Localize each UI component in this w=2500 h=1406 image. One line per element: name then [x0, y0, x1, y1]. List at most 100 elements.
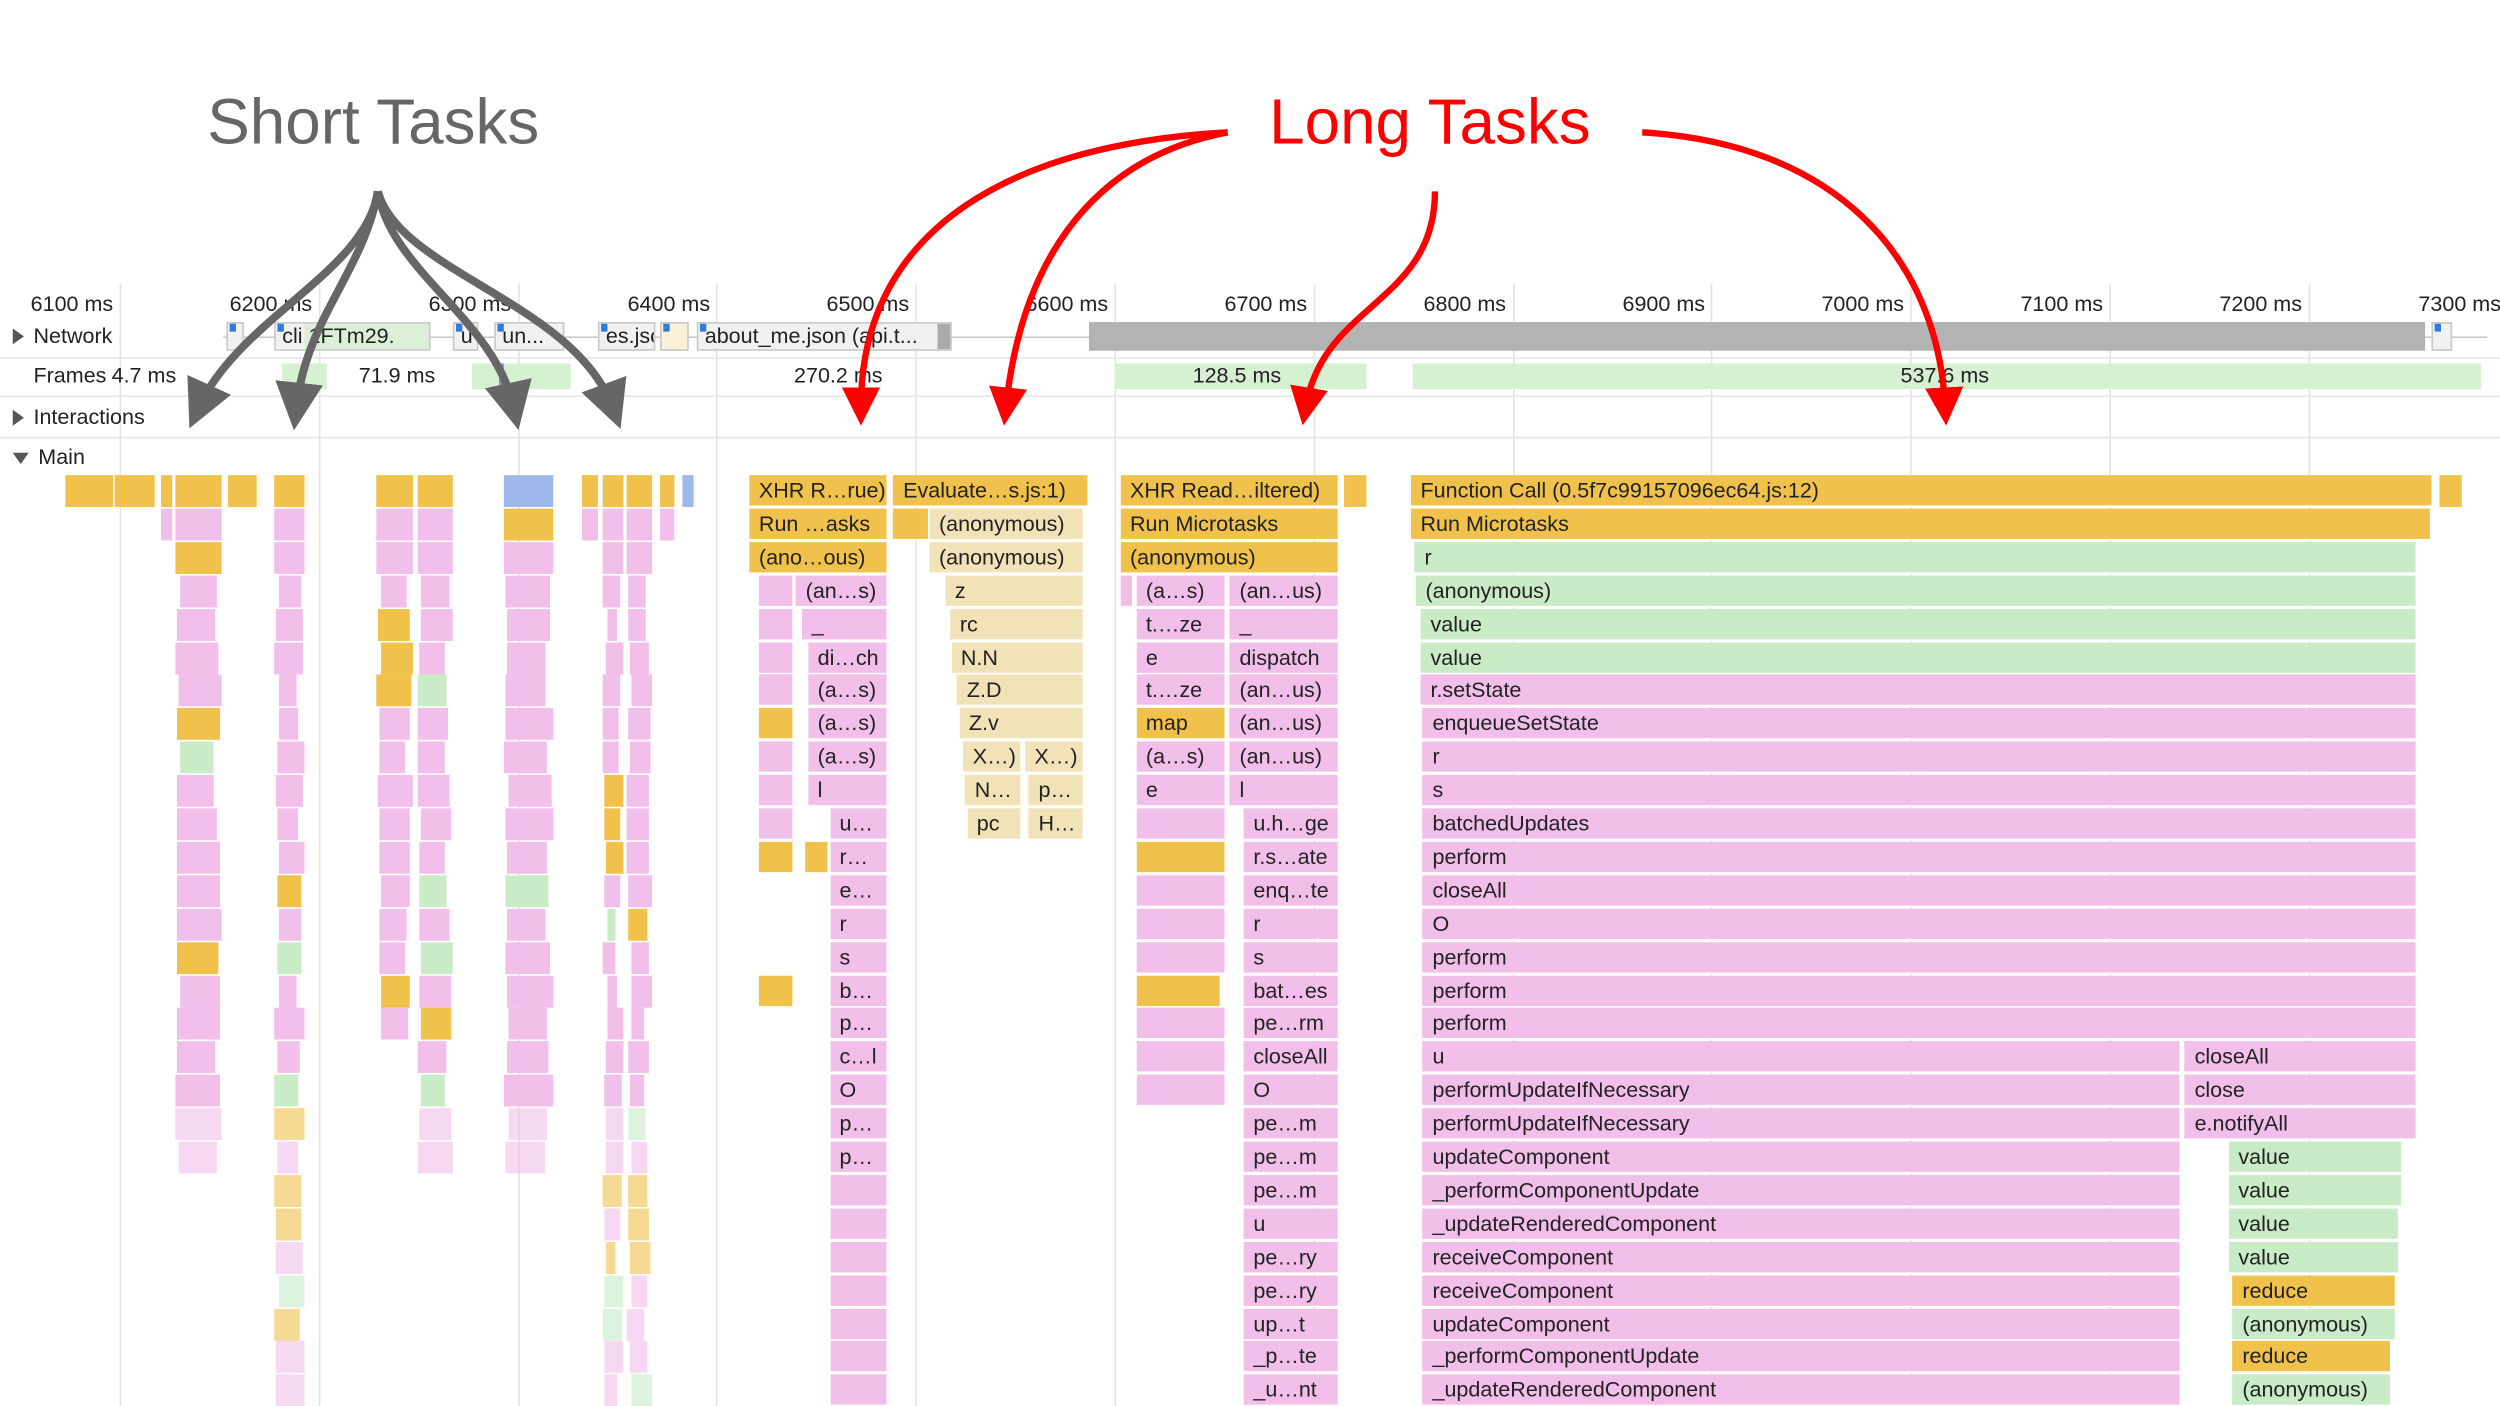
short-task-slice[interactable]: [507, 841, 549, 874]
flame-slice[interactable]: (a…s): [808, 708, 888, 741]
short-task-slice[interactable]: [176, 1041, 217, 1074]
network-request[interactable]: es.jsc: [597, 322, 656, 351]
short-task-slice[interactable]: [417, 741, 447, 774]
flame-slice[interactable]: c…l: [829, 1041, 888, 1074]
flame-slice[interactable]: N.N: [951, 641, 1085, 674]
short-task-slice[interactable]: [607, 1008, 626, 1041]
short-task-slice[interactable]: [631, 675, 654, 707]
flame-slice[interactable]: rc: [950, 608, 1085, 641]
flame-slice[interactable]: [829, 1341, 888, 1374]
flame-slice[interactable]: _p…te: [1243, 1341, 1340, 1374]
short-task-slice[interactable]: [381, 1008, 410, 1041]
flame-slice[interactable]: z: [945, 575, 1085, 607]
flame-slice[interactable]: Run …asks: [749, 508, 888, 541]
short-task-slice[interactable]: [274, 1174, 303, 1207]
flame-slice[interactable]: r: [829, 908, 888, 941]
short-task-slice[interactable]: [275, 1241, 305, 1274]
flame-slice[interactable]: r…: [829, 841, 888, 874]
flame-slice[interactable]: (a…s): [808, 675, 888, 707]
short-task-slice[interactable]: [381, 641, 415, 674]
short-task-slice[interactable]: [604, 1374, 619, 1406]
short-task-slice[interactable]: [420, 575, 452, 607]
short-task-slice[interactable]: [505, 875, 551, 907]
flame-slice[interactable]: enq…te: [1243, 875, 1340, 907]
flame-slice[interactable]: (anonymous): [929, 541, 1085, 574]
track-interactions[interactable]: Interactions: [12, 405, 145, 429]
flame-slice[interactable]: Function Call (0.5f7c99157096ec64.js:12): [1410, 475, 2434, 508]
short-task-slice[interactable]: [381, 974, 412, 1007]
flame-slice[interactable]: (an…us): [1229, 741, 1340, 774]
flame-slice[interactable]: [1136, 841, 1226, 874]
flame-slice[interactable]: u: [1243, 1208, 1340, 1241]
short-task-slice[interactable]: [376, 541, 415, 574]
short-task-slice[interactable]: [180, 575, 219, 607]
flame-slice[interactable]: _: [1229, 608, 1340, 641]
short-task-slice[interactable]: [507, 974, 555, 1007]
short-task-slice[interactable]: [417, 1041, 449, 1074]
short-task-slice[interactable]: [377, 775, 415, 807]
short-task-slice[interactable]: [419, 908, 452, 941]
short-task-slice[interactable]: [507, 1041, 551, 1074]
flame-slice[interactable]: perform: [1422, 1008, 2418, 1041]
short-task-slice[interactable]: [274, 541, 307, 574]
flame-slice[interactable]: _updateRenderedComponent: [1422, 1374, 2182, 1406]
short-task-slice[interactable]: [419, 641, 447, 674]
short-task-slice[interactable]: [628, 708, 653, 741]
flame-slice[interactable]: e.notifyAll: [2185, 1108, 2418, 1141]
flame-slice[interactable]: [1136, 1041, 1226, 1074]
flame-slice[interactable]: value: [2228, 1174, 2403, 1207]
flame-slice[interactable]: closeAll: [1243, 1041, 1340, 1074]
flame-slice[interactable]: [758, 808, 795, 841]
short-task-slice[interactable]: [275, 608, 305, 641]
short-task-slice[interactable]: [628, 575, 648, 607]
short-task-slice[interactable]: [176, 708, 222, 741]
flame-slice[interactable]: [758, 708, 795, 741]
short-task-slice[interactable]: [508, 1008, 549, 1041]
short-task-slice[interactable]: [629, 1074, 646, 1107]
collapse-triangle-icon[interactable]: [12, 452, 29, 464]
short-task-slice[interactable]: [176, 608, 217, 641]
short-task-slice[interactable]: [274, 641, 305, 674]
short-task-slice[interactable]: [581, 508, 600, 541]
flame-slice[interactable]: Run Microtasks: [1120, 508, 1340, 541]
flame-slice[interactable]: closeAll: [1422, 875, 2418, 907]
short-task-slice[interactable]: [180, 974, 222, 1007]
short-task-slice[interactable]: [602, 675, 622, 707]
short-task-slice[interactable]: [279, 575, 303, 607]
flame-slice[interactable]: Z.v: [959, 708, 1085, 741]
flame-slice[interactable]: (ano…ous): [749, 541, 888, 574]
flame-slice[interactable]: p…: [829, 1008, 888, 1041]
flame-slice[interactable]: (a…s): [1136, 741, 1226, 774]
short-task-slice[interactable]: [626, 841, 651, 874]
short-task-slice[interactable]: [628, 1174, 649, 1207]
network-request[interactable]: about_me.json (api.t...: [696, 322, 952, 351]
flame-slice[interactable]: XHR Read…iltered): [1120, 475, 1340, 508]
short-task-slice[interactable]: [274, 1008, 307, 1041]
flame-slice[interactable]: [758, 974, 795, 1007]
short-task-slice[interactable]: [604, 808, 622, 841]
short-task-slice[interactable]: [274, 1108, 307, 1141]
short-task-slice[interactable]: [419, 1108, 453, 1141]
short-task-slice[interactable]: [602, 508, 626, 541]
short-task-slice[interactable]: [660, 475, 677, 508]
flame-slice[interactable]: updateComponent: [1422, 1308, 2182, 1341]
short-task-slice[interactable]: [417, 508, 455, 541]
network-request-long[interactable]: [1088, 322, 2426, 351]
short-task-slice[interactable]: [631, 974, 654, 1007]
expand-triangle-icon[interactable]: [12, 329, 24, 346]
flame-slice[interactable]: pe…ry: [1243, 1274, 1340, 1307]
flame-slice[interactable]: receiveComponent: [1422, 1274, 2182, 1307]
short-task-slice[interactable]: [178, 675, 224, 707]
flame-slice[interactable]: (anonymous): [2232, 1374, 2392, 1406]
short-task-slice[interactable]: [417, 675, 449, 707]
short-task-slice[interactable]: [379, 908, 409, 941]
short-task-slice[interactable]: [376, 475, 415, 508]
flame-slice[interactable]: value: [2228, 1208, 2400, 1241]
flame-slice[interactable]: pe…ry: [1243, 1241, 1340, 1274]
flame-slice[interactable]: s: [1422, 775, 2418, 807]
flame-slice[interactable]: [1136, 941, 1226, 974]
short-task-slice[interactable]: [629, 1241, 653, 1274]
flame-slice[interactable]: bat…es: [1243, 974, 1340, 1007]
flame-slice[interactable]: pc: [967, 808, 1022, 841]
flame-slice[interactable]: O: [829, 1074, 888, 1107]
